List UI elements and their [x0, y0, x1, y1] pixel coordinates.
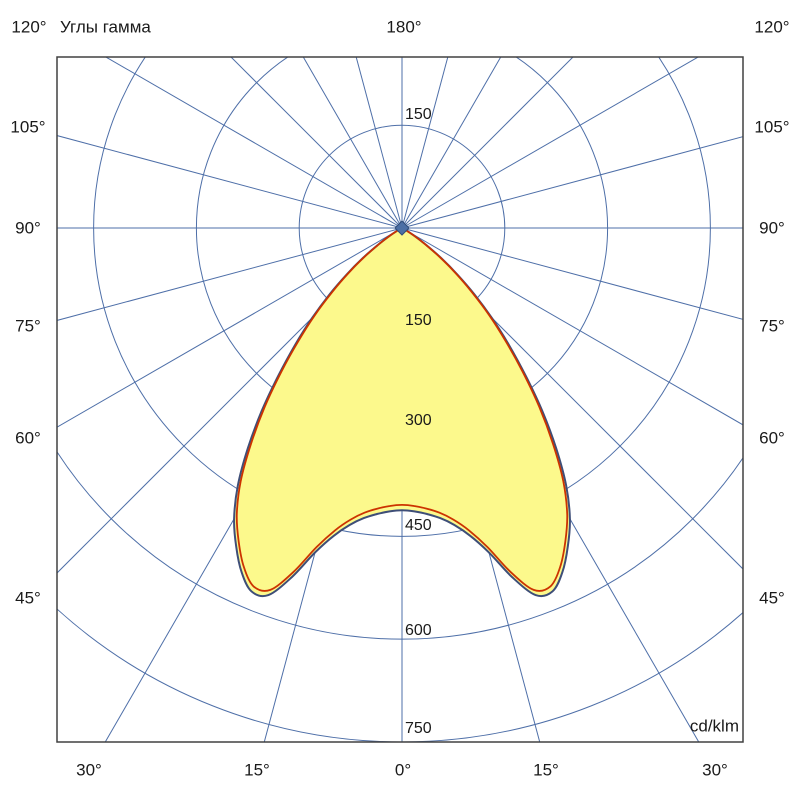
gamma-angle-label-right-60: 60° [759, 428, 785, 448]
radial-tick-450: 450 [405, 517, 432, 534]
gamma-angle-label-left-90: 90° [15, 218, 41, 238]
gamma-angle-label-right-105: 105° [754, 117, 790, 137]
radial-tick-300: 300 [405, 412, 432, 429]
unit-label: cd/klm [689, 716, 739, 736]
gamma-angle-label-bottom-15-left: 15° [244, 760, 270, 780]
gamma-angle-label-right-75: 75° [759, 316, 785, 336]
gamma-angle-label-left-60: 60° [15, 428, 41, 448]
gamma-angle-label-right-45: 45° [759, 588, 785, 608]
radial-tick-750: 750 [405, 720, 432, 737]
gamma-angle-label-bottom-30-left: 30° [76, 760, 102, 780]
gamma-angle-label-left-75: 75° [15, 316, 41, 336]
gamma-angle-label-top-center: 180° [386, 17, 422, 37]
gamma-angle-label-top-right: 120° [754, 17, 790, 37]
gamma-angle-label-bottom-0: 0° [394, 760, 412, 780]
gamma-angle-label-bottom-15-right: 15° [533, 760, 559, 780]
radial-tick-150-upper: 150 [405, 106, 432, 123]
gamma-angle-label-bottom-30-right: 30° [702, 760, 728, 780]
radial-tick-150-lower: 150 [405, 312, 432, 329]
gamma-angle-label-right-90: 90° [759, 218, 785, 238]
radial-tick-600: 600 [405, 622, 432, 639]
gamma-angle-label-left-105: 105° [10, 117, 46, 137]
gamma-angle-label-left-45: 45° [15, 588, 41, 608]
gamma-angle-label-top-left: 120° [11, 17, 47, 37]
chart-title: Углы гамма [60, 17, 151, 37]
